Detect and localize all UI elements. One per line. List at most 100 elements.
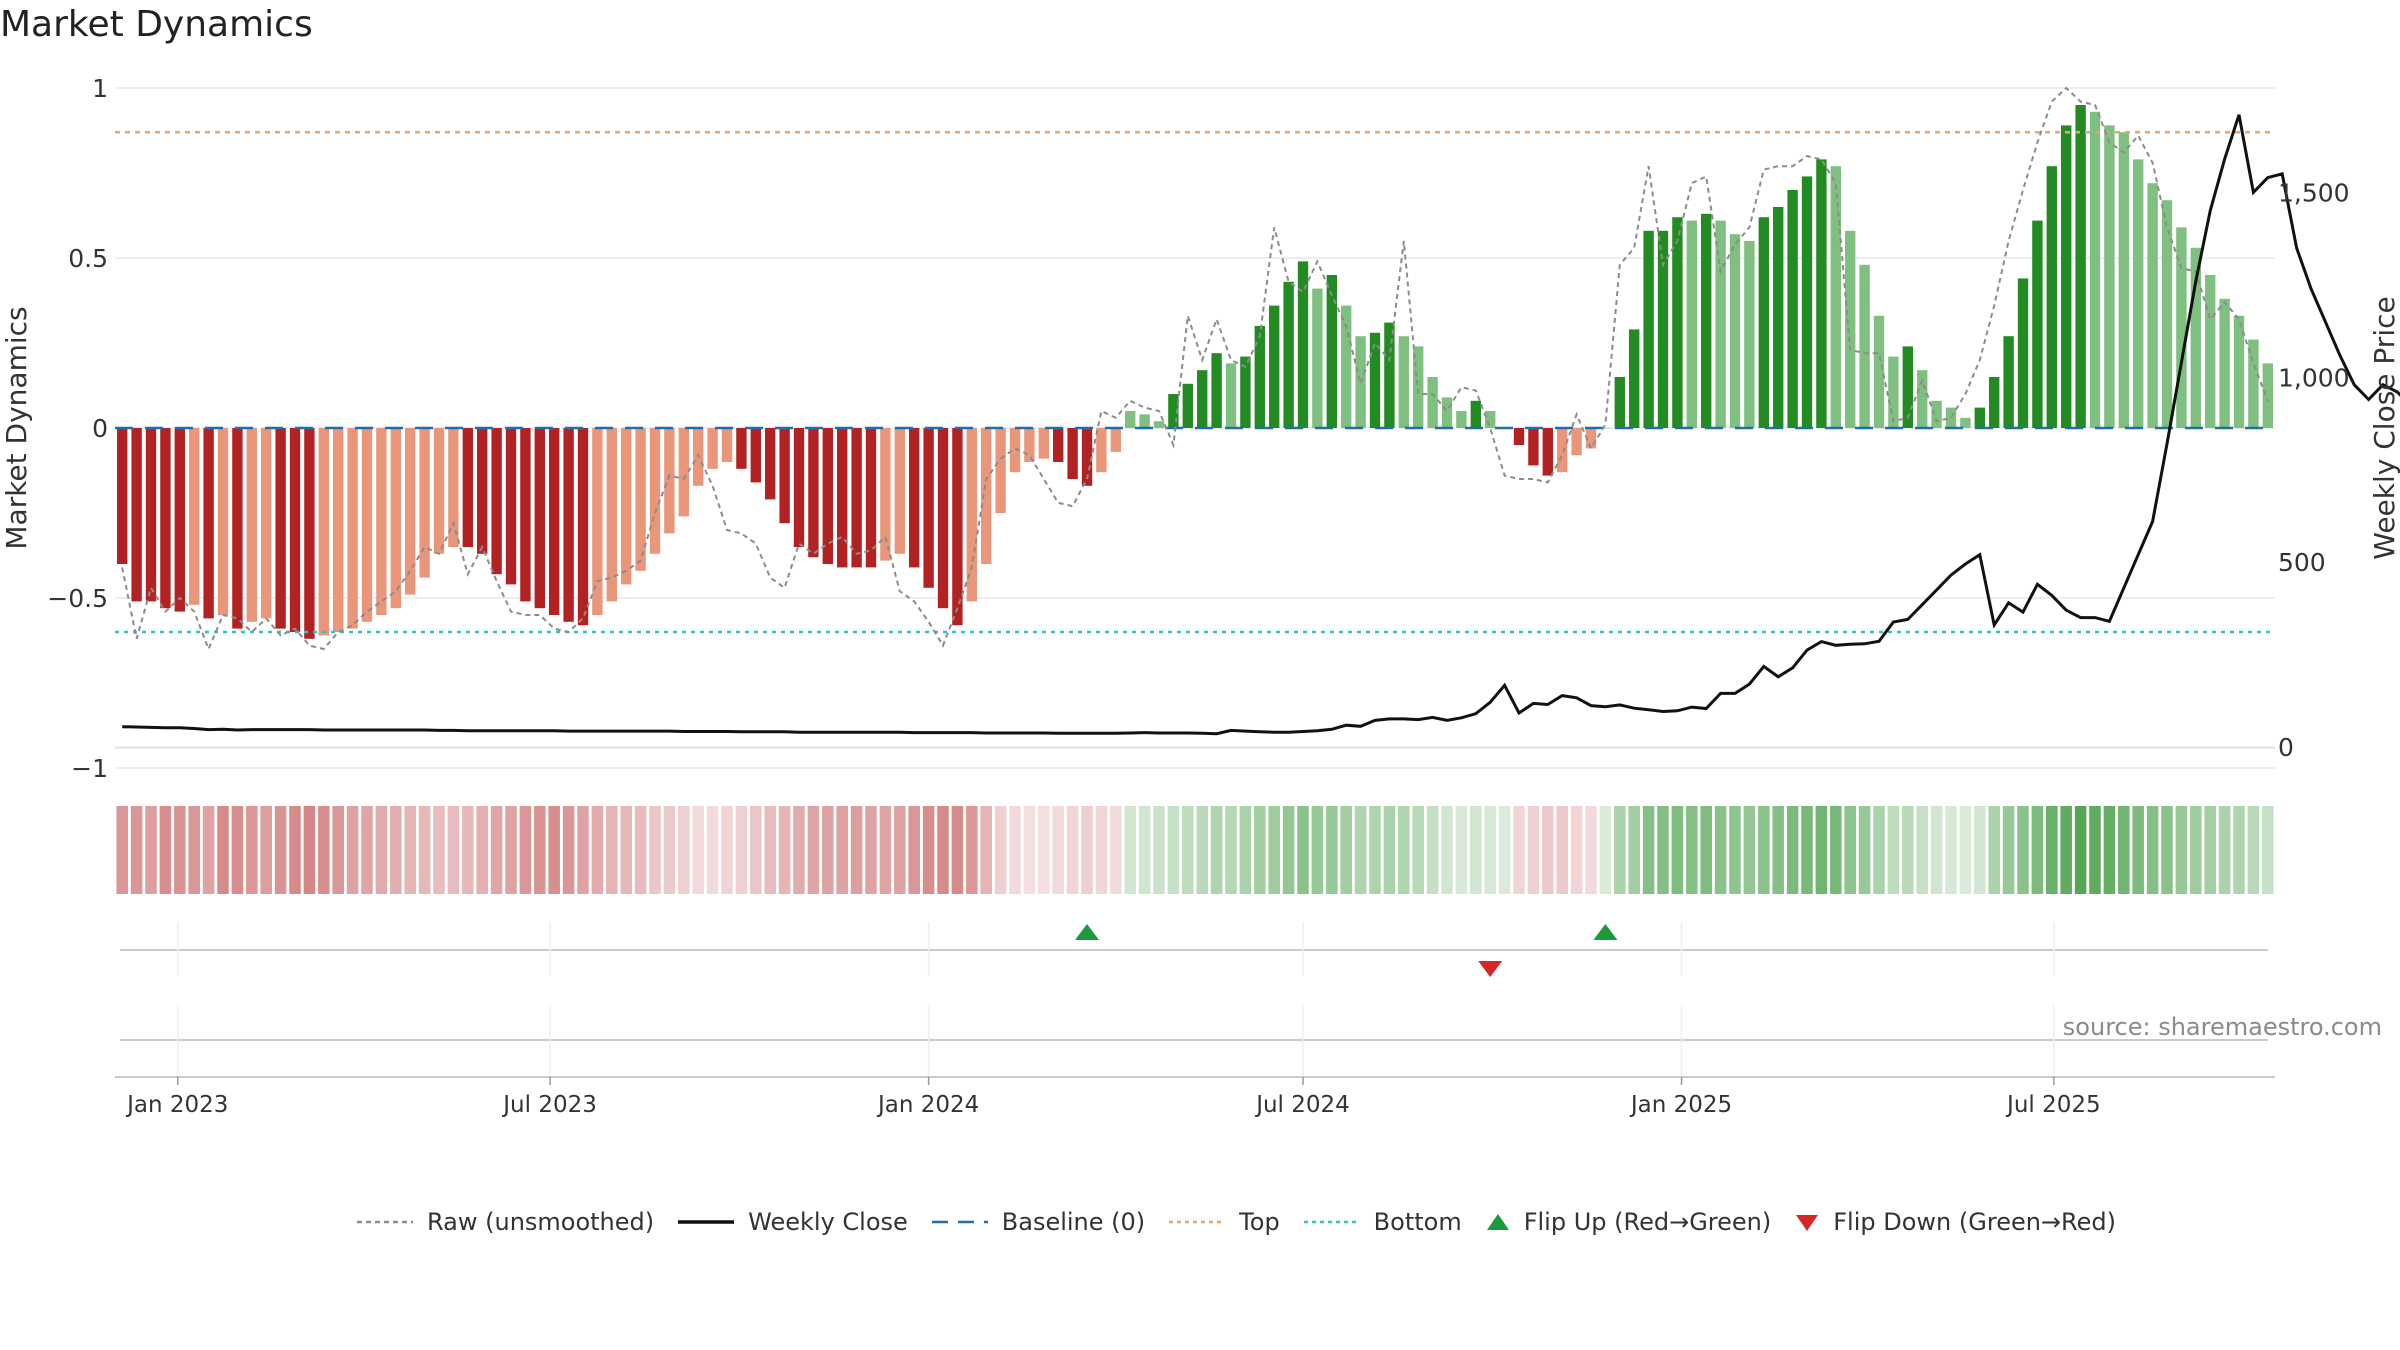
regime-cell bbox=[418, 806, 431, 894]
bar bbox=[1917, 370, 1928, 428]
bar bbox=[563, 428, 574, 622]
bar bbox=[2032, 220, 2043, 428]
regime-cell bbox=[1484, 806, 1496, 894]
right-tick-label: 500 bbox=[2278, 548, 2326, 577]
regime-cell bbox=[562, 806, 575, 894]
bar bbox=[1801, 176, 1813, 428]
legend-swatch bbox=[1796, 1215, 1819, 1231]
bar bbox=[1859, 264, 1870, 428]
regime-cell bbox=[1124, 806, 1136, 894]
regime-cell bbox=[836, 806, 848, 894]
bar bbox=[246, 428, 257, 622]
regime-cell bbox=[1729, 806, 1741, 894]
legend-swatch bbox=[1303, 1220, 1360, 1224]
regime-cell bbox=[966, 806, 978, 894]
regime-cell bbox=[1138, 806, 1151, 894]
bar bbox=[1441, 397, 1453, 428]
regime-cell bbox=[145, 806, 157, 894]
bar bbox=[2046, 166, 2057, 428]
regime-cell bbox=[2017, 806, 2029, 894]
legend-item: Weekly Close bbox=[676, 1208, 908, 1236]
regime-cell bbox=[2060, 806, 2072, 894]
bar bbox=[1211, 353, 1222, 428]
regime-cell bbox=[519, 806, 532, 894]
bar bbox=[577, 428, 589, 626]
legend-item: Bottom bbox=[1302, 1208, 1462, 1236]
legend-label: Weekly Close bbox=[748, 1208, 908, 1236]
bar bbox=[1038, 428, 1049, 459]
bar bbox=[1902, 346, 1913, 428]
regime-cell bbox=[620, 806, 632, 894]
regime-cell bbox=[332, 806, 344, 894]
bar bbox=[2133, 159, 2144, 428]
regime-cell bbox=[2046, 806, 2058, 894]
regime-cell bbox=[1858, 806, 1871, 894]
regime-cell bbox=[159, 806, 172, 894]
bar bbox=[131, 428, 142, 602]
bar bbox=[289, 428, 301, 632]
regime-cell bbox=[462, 806, 474, 894]
bar bbox=[750, 428, 761, 483]
regime-cell bbox=[577, 806, 589, 894]
bar bbox=[1283, 281, 1294, 428]
regime-cell bbox=[807, 806, 820, 894]
bar bbox=[261, 428, 272, 619]
bar bbox=[1974, 407, 1985, 428]
bar bbox=[275, 428, 286, 629]
regime-cell bbox=[1369, 806, 1381, 894]
bar bbox=[520, 428, 531, 602]
bar bbox=[145, 428, 157, 602]
bar bbox=[649, 428, 661, 554]
bar bbox=[880, 428, 891, 561]
bar bbox=[1571, 428, 1582, 456]
left-tick-label: −0.5 bbox=[47, 584, 108, 613]
legend-label: Baseline (0) bbox=[1001, 1208, 1146, 1236]
regime-cell bbox=[1498, 806, 1511, 894]
bar bbox=[2147, 183, 2158, 428]
regime-cell bbox=[433, 806, 445, 894]
bar bbox=[2205, 275, 2216, 428]
bar bbox=[1197, 370, 1208, 428]
regime-cell bbox=[1628, 806, 1640, 894]
bar bbox=[1427, 377, 1438, 428]
regime-cell bbox=[2132, 806, 2144, 894]
bar bbox=[232, 428, 243, 629]
bar bbox=[1096, 428, 1107, 473]
bar bbox=[1456, 411, 1467, 428]
bar bbox=[1312, 288, 1323, 428]
regime-cell bbox=[2074, 806, 2087, 894]
regime-cell bbox=[2175, 806, 2188, 894]
regime-cell bbox=[2262, 806, 2274, 894]
bar bbox=[534, 428, 545, 609]
bar bbox=[419, 428, 430, 578]
regime-cell bbox=[1225, 806, 1237, 894]
chart-title: Market Dynamics bbox=[0, 4, 313, 45]
regime-cell bbox=[1383, 806, 1396, 894]
regime-cell bbox=[1542, 806, 1554, 894]
regime-cell bbox=[1398, 806, 1410, 894]
legend-label: Top bbox=[1239, 1208, 1280, 1236]
regime-cell bbox=[1081, 806, 1093, 894]
regime-cell bbox=[735, 806, 748, 894]
bar bbox=[491, 428, 502, 575]
bar bbox=[1297, 261, 1309, 428]
bar bbox=[1269, 305, 1280, 428]
bar bbox=[1125, 411, 1136, 428]
regime-cell bbox=[1038, 806, 1050, 894]
x-tick-label: Jan 2023 bbox=[125, 1092, 228, 1118]
bar bbox=[736, 428, 747, 469]
bar bbox=[1931, 400, 1942, 428]
bar bbox=[1485, 411, 1496, 428]
bar bbox=[1024, 428, 1035, 462]
bar bbox=[376, 428, 387, 615]
regime-cell bbox=[750, 806, 762, 894]
bar bbox=[1888, 356, 1899, 428]
regime-cell bbox=[116, 806, 128, 894]
bar bbox=[707, 428, 718, 469]
bar bbox=[1989, 377, 2000, 428]
bar bbox=[1758, 217, 1769, 428]
regime-cell bbox=[778, 806, 791, 894]
regime-cell bbox=[663, 806, 676, 894]
bar bbox=[189, 428, 200, 605]
bar bbox=[1585, 428, 1597, 449]
